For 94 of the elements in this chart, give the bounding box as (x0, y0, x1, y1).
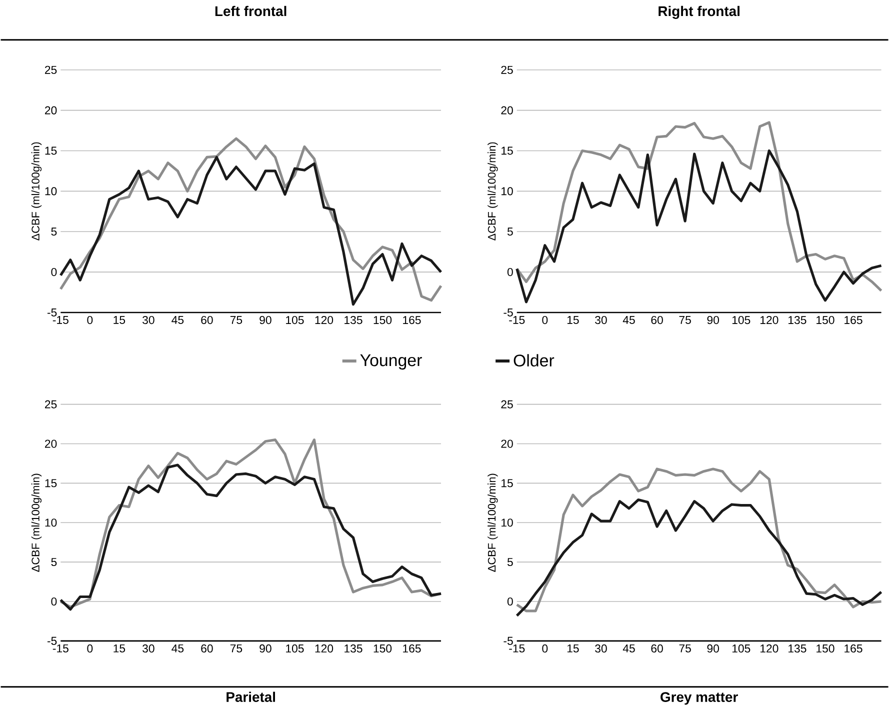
y-tick-label: 5 (51, 228, 57, 236)
y-tick-label: 5 (507, 228, 513, 236)
y-axis-title: ΔCBF (ml/100g/min) (31, 474, 42, 572)
y-tick-label: 15 (45, 146, 57, 155)
y-tick-label: 25 (501, 400, 513, 408)
y-tick-label: 10 (502, 518, 513, 527)
x-tick-label: 135 (344, 316, 362, 324)
line-series (59, 464, 442, 611)
text: Grey matter (660, 692, 738, 705)
y-tick-label: 25 (44, 66, 57, 74)
x-tick-label: -15 (52, 644, 68, 653)
legend-label: Older (514, 354, 554, 367)
x-tick-label: 150 (816, 316, 834, 324)
x-tick-label: 75 (230, 644, 242, 653)
x-tick-label: 0 (542, 316, 548, 324)
x-tick-label: 15 (567, 316, 579, 324)
x-tick-label: 135 (788, 644, 806, 653)
y-tick-label: -5 (47, 308, 57, 317)
x-tick-label: 105 (286, 316, 304, 324)
x-tick-label: 30 (142, 316, 154, 324)
y-tick-label: 0 (51, 268, 57, 276)
y-tick-label: 0 (507, 598, 513, 606)
x-tick-label: 105 (732, 644, 750, 653)
x-tick-label: 90 (260, 644, 272, 653)
chart-title: Right frontal (658, 6, 740, 20)
x-tick-label: 30 (595, 316, 607, 324)
legend-label: Younger (360, 354, 422, 370)
x-tick-label: 60 (651, 316, 663, 324)
line-series (516, 121, 883, 292)
x-tick-label: 165 (403, 316, 421, 324)
y-tick-label: 20 (44, 106, 57, 114)
line-series (516, 498, 883, 618)
y-tick-label: 10 (502, 187, 513, 196)
x-tick-label: 45 (172, 644, 184, 653)
y-tick-label: 0 (51, 598, 57, 606)
x-tick-label: 0 (87, 316, 93, 324)
x-tick-label: 45 (622, 316, 635, 324)
x-tick-label: 165 (403, 644, 421, 653)
y-axis-title: ΔCBF (ml/100g/min) (488, 142, 498, 241)
x-tick-label: 165 (844, 644, 862, 653)
x-tick-label: 150 (816, 644, 834, 653)
y-tick-label: -5 (504, 637, 513, 646)
x-tick-label: 30 (595, 644, 607, 653)
y-tick-label: 5 (51, 558, 57, 566)
y-tick-label: 20 (501, 106, 513, 114)
x-tick-label: 90 (260, 316, 272, 324)
y-tick-label: 15 (45, 479, 57, 488)
y-tick-label: 5 (507, 558, 513, 566)
x-tick-label: 15 (114, 644, 126, 653)
x-tick-label: 120 (315, 644, 334, 653)
x-tick-label: 60 (201, 644, 213, 653)
y-tick-label: 0 (507, 268, 513, 276)
x-tick-label: -15 (52, 316, 68, 324)
y-tick-label: 25 (44, 400, 57, 408)
x-tick-label: 165 (844, 316, 862, 324)
x-tick-label: 60 (201, 316, 213, 324)
y-tick-label: 15 (502, 479, 513, 488)
x-tick-label: 90 (707, 644, 719, 653)
x-tick-label: 30 (142, 644, 154, 653)
x-tick-label: 75 (679, 644, 691, 653)
x-tick-label: 150 (374, 644, 392, 653)
y-tick-label: 15 (502, 146, 513, 155)
x-tick-label: 120 (315, 316, 334, 324)
x-tick-label: 75 (679, 316, 691, 324)
x-tick-label: 60 (651, 644, 663, 653)
y-tick-label: 10 (45, 187, 57, 196)
y-tick-label: -5 (504, 308, 513, 317)
y-axis-title: ΔCBF (ml/100g/min) (31, 142, 42, 241)
x-tick-label: 135 (788, 316, 806, 324)
y-tick-label: -5 (47, 637, 57, 646)
x-tick-label: 120 (760, 316, 778, 324)
x-tick-label: 120 (760, 644, 778, 653)
y-tick-label: 20 (44, 440, 57, 448)
x-tick-label: 45 (622, 644, 635, 653)
x-tick-label: 105 (732, 316, 750, 324)
y-axis-title: ΔCBF (ml/100g/min) (488, 474, 498, 572)
x-tick-label: 135 (344, 644, 362, 653)
x-tick-label: 90 (707, 316, 719, 324)
x-tick-label: -15 (509, 316, 525, 324)
x-tick-label: 75 (230, 316, 242, 324)
x-tick-label: 15 (567, 644, 579, 653)
chart-title: Left frontal (215, 6, 286, 16)
line-series (516, 468, 883, 612)
y-tick-label: 25 (501, 66, 513, 74)
text: Parietal (226, 692, 275, 702)
y-tick-label: 10 (45, 518, 57, 527)
x-tick-label: 45 (172, 316, 184, 324)
x-tick-label: -15 (509, 644, 525, 653)
x-tick-label: 15 (114, 316, 126, 324)
x-tick-label: 105 (286, 644, 304, 653)
x-tick-label: 150 (374, 316, 392, 324)
x-tick-label: 0 (87, 644, 93, 653)
y-tick-label: 20 (501, 440, 513, 448)
x-tick-label: 0 (542, 644, 548, 653)
